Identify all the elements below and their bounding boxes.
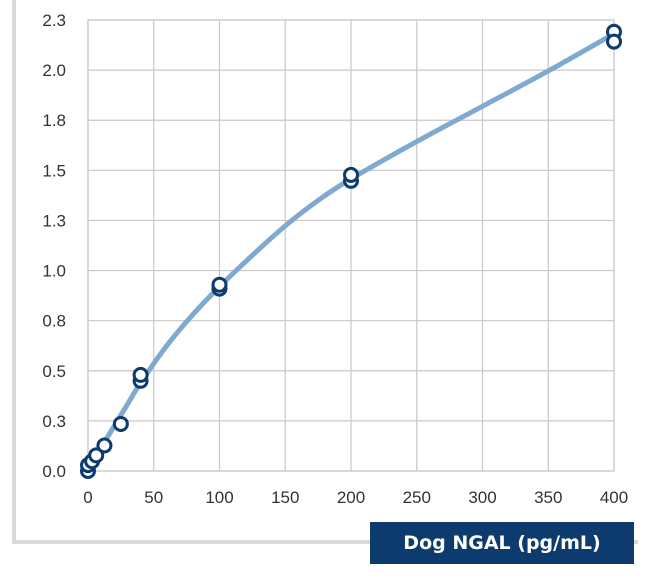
x-tick-label: 150	[271, 488, 299, 507]
data-point	[132, 366, 149, 383]
x-tick-label: 0	[83, 488, 92, 507]
chart-frame	[12, 0, 638, 544]
chart-plot: 0.0 0.3 0.5 0.8 1.0 1.3 1.5 1.8 2.0 2.3 0 50 100 150…	[42, 11, 628, 507]
data-point	[606, 33, 622, 50]
y-tick-label: 1.3	[42, 211, 66, 230]
y-tick-label: 1.8	[42, 111, 66, 130]
fit-curve	[85, 31, 617, 472]
data-point	[343, 166, 359, 183]
y-tick-label: 1.0	[42, 262, 66, 281]
y-tick-label: 2.3	[42, 11, 66, 30]
x-axis-label: Dog NGAL (pg/mL)	[370, 522, 634, 564]
x-tick-label: 400	[600, 488, 628, 507]
y-tick-label: 2.0	[42, 61, 66, 80]
data-point	[96, 437, 113, 454]
x-tick-label: 350	[534, 488, 562, 507]
x-tick-label: 100	[205, 488, 233, 507]
y-tick-label: 0.0	[42, 462, 66, 481]
y-tick-label: 0.8	[42, 312, 66, 331]
data-points	[80, 23, 622, 479]
y-axis-ticks: 0.0 0.3 0.5 0.8 1.0 1.3 1.5 1.8 2.0 2.3	[42, 11, 66, 481]
y-tick-label: 1.5	[42, 161, 66, 180]
x-tick-label: 250	[403, 488, 431, 507]
x-tick-label: 50	[144, 488, 163, 507]
data-point	[112, 415, 129, 432]
data-point	[211, 276, 228, 293]
fit-curve-line	[85, 31, 617, 472]
data-point	[88, 447, 105, 464]
x-tick-label: 300	[468, 488, 496, 507]
y-tick-label: 0.5	[42, 362, 66, 381]
y-tick-label: 0.3	[42, 412, 66, 431]
grid	[87, 19, 615, 472]
x-tick-label: 200	[337, 488, 365, 507]
x-axis-ticks: 0 50 100 150 200 250 300 350 400	[83, 488, 628, 507]
